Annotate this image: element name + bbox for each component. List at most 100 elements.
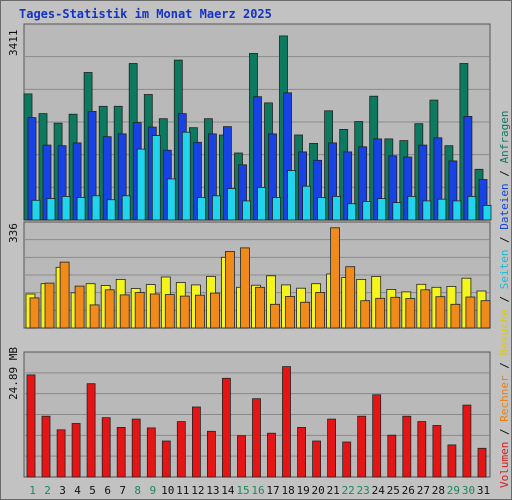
legend-separator: / bbox=[498, 230, 511, 243]
bar-seiten-day-13 bbox=[211, 195, 221, 221]
bar-rechner-day-26 bbox=[405, 298, 416, 329]
bar-seiten-day-11 bbox=[181, 131, 191, 221]
bar-volumen-day-12 bbox=[191, 406, 201, 478]
bar-volumen-day-18 bbox=[282, 366, 291, 478]
bar-rechner-day-4 bbox=[74, 285, 85, 329]
x-tick-day-14: 14 bbox=[221, 484, 235, 497]
legend-separator: / bbox=[498, 289, 511, 302]
bar-rechner-day-20 bbox=[315, 292, 326, 329]
bar-volumen-day-6 bbox=[101, 417, 111, 478]
x-tick-day-19: 19 bbox=[296, 484, 309, 497]
bar-rechner-day-13 bbox=[209, 292, 220, 329]
x-tick-day-29: 29 bbox=[447, 484, 460, 497]
bar-seiten-day-24 bbox=[377, 198, 387, 221]
bar-volumen-day-28 bbox=[432, 425, 442, 478]
bar-seiten-day-12 bbox=[196, 197, 206, 221]
bar-seiten-day-9 bbox=[151, 135, 161, 221]
bar-seiten-day-28 bbox=[437, 198, 447, 221]
x-tick-day-30: 30 bbox=[462, 484, 475, 497]
x-tick-day-6: 6 bbox=[104, 484, 111, 497]
bar-volumen-day-29 bbox=[447, 444, 457, 478]
bar-seiten-day-25 bbox=[392, 202, 402, 221]
bar-seiten-day-4 bbox=[76, 197, 86, 221]
bar-seiten-day-14 bbox=[226, 188, 236, 221]
x-tick-day-25: 25 bbox=[387, 484, 400, 497]
bar-volumen-day-27 bbox=[417, 421, 427, 478]
x-tick-day-16: 16 bbox=[251, 484, 264, 497]
x-tick-day-17: 17 bbox=[266, 484, 279, 497]
bar-volumen-day-23 bbox=[357, 415, 367, 478]
x-tick-day-13: 13 bbox=[206, 484, 219, 497]
bar-volumen-day-10 bbox=[161, 440, 171, 478]
bar-rechner-day-15 bbox=[240, 247, 250, 329]
bar-rechner-day-16 bbox=[255, 286, 265, 329]
chart-panel-3 bbox=[23, 351, 491, 478]
bar-rechner-day-2 bbox=[44, 282, 55, 329]
x-tick-day-12: 12 bbox=[191, 484, 204, 497]
chart-panel-1 bbox=[23, 23, 492, 221]
legend-item-seiten: Seiten bbox=[498, 243, 511, 289]
top-panel-max-label: 3411 bbox=[7, 30, 20, 57]
x-tick-day-1: 1 bbox=[29, 484, 36, 497]
bar-rechner-day-12 bbox=[194, 294, 205, 329]
bar-volumen-day-30 bbox=[462, 404, 472, 478]
x-tick-day-10: 10 bbox=[161, 484, 174, 497]
legend-item-dateien: Dateien bbox=[498, 177, 511, 230]
x-tick-day-31: 31 bbox=[477, 484, 490, 497]
x-tick-day-22: 22 bbox=[342, 484, 355, 497]
bar-seiten-day-2 bbox=[46, 198, 56, 221]
x-tick-day-3: 3 bbox=[59, 484, 66, 497]
bar-volumen-day-19 bbox=[297, 426, 307, 478]
bar-volumen-day-15 bbox=[237, 435, 246, 478]
bar-seiten-day-22 bbox=[347, 203, 357, 221]
bar-rechner-day-19 bbox=[300, 301, 311, 329]
legend-item-anfragen: Anfragen bbox=[498, 110, 511, 163]
bar-seiten-day-26 bbox=[407, 195, 417, 221]
bar-volumen-day-14 bbox=[221, 377, 231, 478]
bar-rechner-day-10 bbox=[164, 294, 175, 329]
x-tick-day-2: 2 bbox=[44, 484, 51, 497]
x-tick-day-23: 23 bbox=[357, 484, 370, 497]
bar-volumen-day-3 bbox=[56, 429, 66, 478]
bar-rechner-day-31 bbox=[480, 300, 491, 329]
bar-rechner-day-5 bbox=[89, 304, 100, 329]
bar-seiten-day-15 bbox=[242, 200, 251, 221]
bar-seiten-day-7 bbox=[121, 195, 131, 221]
bar-seiten-day-5 bbox=[91, 195, 101, 221]
legend-item-rechner: Rechner bbox=[498, 369, 511, 422]
bar-volumen-day-8 bbox=[131, 418, 141, 478]
x-tick-day-26: 26 bbox=[402, 484, 415, 497]
x-tick-day-27: 27 bbox=[417, 484, 430, 497]
bar-rechner-day-6 bbox=[104, 289, 115, 329]
bar-rechner-day-23 bbox=[360, 300, 371, 329]
bar-seiten-day-23 bbox=[362, 200, 372, 221]
bar-rechner-day-1 bbox=[29, 297, 40, 329]
x-tick-day-21: 21 bbox=[327, 484, 340, 497]
bar-rechner-day-24 bbox=[375, 297, 386, 329]
bar-seiten-day-10 bbox=[166, 178, 176, 221]
bar-rechner-day-14 bbox=[224, 251, 235, 329]
bar-volumen-day-26 bbox=[402, 415, 412, 478]
x-tick-day-8: 8 bbox=[134, 484, 141, 497]
bar-rechner-day-27 bbox=[420, 289, 431, 329]
x-tick-day-4: 4 bbox=[74, 484, 81, 497]
x-tick-day-5: 5 bbox=[89, 484, 96, 497]
bar-rechner-day-9 bbox=[149, 293, 160, 329]
bar-seiten-day-30 bbox=[467, 195, 477, 221]
bar-seiten-day-18 bbox=[287, 170, 296, 221]
legend-separator: / bbox=[498, 356, 511, 369]
bar-volumen-day-2 bbox=[41, 415, 51, 478]
bar-rechner-day-30 bbox=[465, 296, 476, 329]
legend-separator: / bbox=[498, 422, 511, 435]
bottom-panel-max-label: 24.89 MB bbox=[7, 347, 20, 400]
series-legend: Volumen / Rechner / Besuche / Seiten / D… bbox=[498, 110, 511, 488]
bar-seiten-day-6 bbox=[106, 199, 116, 221]
x-tick-day-24: 24 bbox=[372, 484, 386, 497]
legend-item-besuche: Besuche bbox=[498, 303, 511, 356]
bar-seiten-day-8 bbox=[136, 148, 146, 221]
bar-seiten-day-31 bbox=[482, 204, 492, 221]
bar-volumen-day-13 bbox=[206, 430, 216, 478]
bar-volumen-day-25 bbox=[387, 434, 397, 478]
bar-volumen-day-1 bbox=[26, 374, 36, 478]
